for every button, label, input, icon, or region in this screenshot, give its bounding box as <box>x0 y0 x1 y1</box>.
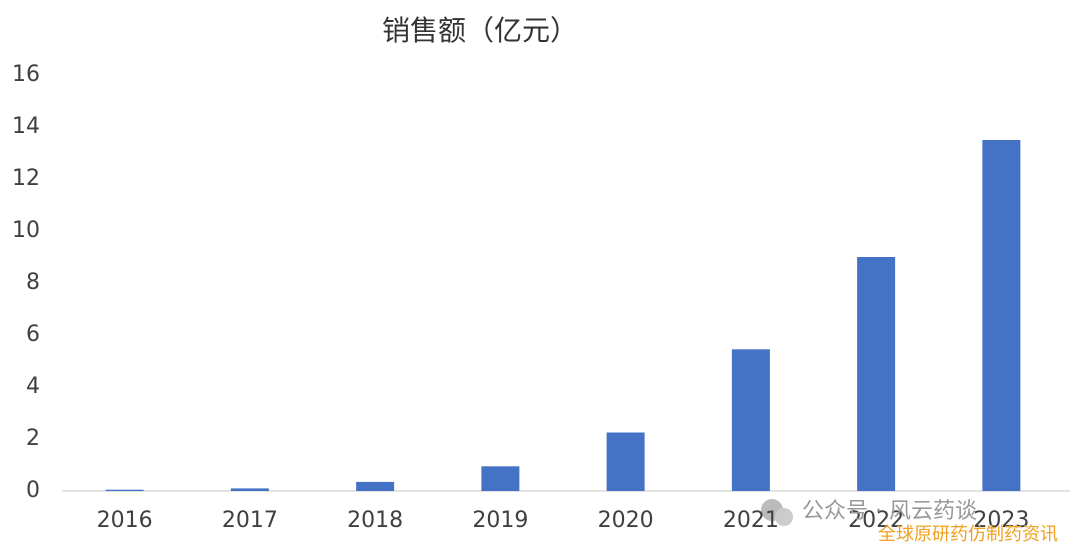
y-tick-label: 0 <box>26 478 40 503</box>
x-tick-label: 2022 <box>848 508 904 533</box>
y-tick-label: 12 <box>12 166 40 191</box>
bar <box>857 257 896 491</box>
y-tick-label: 8 <box>26 270 40 295</box>
x-tick-label: 2023 <box>973 508 1029 533</box>
y-tick-label: 14 <box>12 114 40 139</box>
bar <box>356 481 395 491</box>
y-tick-label: 16 <box>12 62 40 87</box>
y-tick-label: 4 <box>26 374 40 399</box>
x-tick-label: 2018 <box>347 508 403 533</box>
bar <box>731 349 770 491</box>
y-tick-label: 6 <box>26 322 40 347</box>
x-tick-label: 2019 <box>472 508 528 533</box>
bar <box>481 466 520 491</box>
bar <box>982 140 1021 491</box>
y-tick-label: 2 <box>26 426 40 451</box>
x-tick-label: 2020 <box>598 508 654 533</box>
watermark-source: 全球原研药仿制药资讯 <box>878 524 1058 545</box>
chart-title: 销售额（亿元） <box>382 14 578 47</box>
bar <box>606 432 645 491</box>
bar <box>105 489 144 491</box>
x-tick-label: 2017 <box>222 508 278 533</box>
watermark: 公众号 · 风云药谈 <box>802 499 977 524</box>
bar <box>230 488 269 491</box>
x-tick-label: 2016 <box>97 508 153 533</box>
y-tick-label: 10 <box>12 218 40 243</box>
wechat-icon <box>761 499 793 526</box>
x-tick-label: 2021 <box>723 508 779 533</box>
